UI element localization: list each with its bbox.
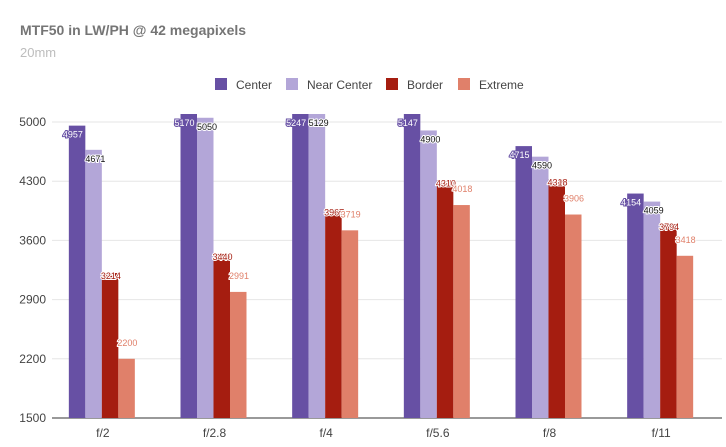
y-tick-label: 2900 <box>19 293 46 307</box>
data-label: 4059 <box>644 206 664 216</box>
legend-label: Center <box>236 78 272 92</box>
x-category-label: f/11 <box>652 426 671 440</box>
bar-near-center <box>420 130 437 418</box>
bar-extreme <box>341 230 359 418</box>
chart-subtitle: 20mm <box>20 45 57 60</box>
x-category-label: f/2 <box>96 426 110 440</box>
x-category-label: f/8 <box>543 426 557 440</box>
bar-border <box>548 179 565 418</box>
y-tick-label: 5000 <box>19 115 46 129</box>
bar-extreme <box>453 205 470 418</box>
data-label: 4900 <box>420 134 440 144</box>
data-labels: 4957 4671 3214 2200 5170 5050 3440 2991 5247 5129… <box>62 117 697 349</box>
legend-label: Near Center <box>307 78 372 92</box>
data-label: 3214 <box>101 271 121 281</box>
bar-near-center <box>197 117 214 419</box>
data-label: 3906 <box>564 194 584 204</box>
data-label: 5170 <box>175 118 195 128</box>
bar-center <box>68 125 86 419</box>
y-tick-label: 2200 <box>19 352 46 366</box>
bar-border <box>436 180 454 418</box>
legend-label: Border <box>407 78 443 92</box>
legend-label: Extreme <box>479 78 524 92</box>
data-label: 5050 <box>197 122 217 132</box>
y-tick-label: 1500 <box>19 411 46 425</box>
bar-extreme <box>676 255 694 418</box>
axes: 1500 2200 2900 3600 4300 5000 f/2 f/2.8 f/4 f/5.6… <box>19 115 671 440</box>
data-label: 5129 <box>309 118 329 128</box>
bar-border <box>101 273 119 418</box>
legend-swatch-center <box>215 78 227 90</box>
x-category-label: f/4 <box>319 426 333 440</box>
bar-near-center <box>85 149 102 418</box>
x-category-label: f/2.8 <box>203 426 227 440</box>
gridlines <box>52 121 722 419</box>
data-label: 3967 <box>324 207 344 217</box>
y-tick-label: 4300 <box>19 174 46 188</box>
bars <box>68 114 694 419</box>
data-label: 4957 <box>63 130 83 140</box>
bar-near-center <box>308 114 326 418</box>
bar-border <box>660 223 677 418</box>
legend: Center Near Center Border Extreme <box>215 78 524 92</box>
legend-swatch-near-center <box>286 78 298 90</box>
data-label: 4590 <box>532 161 552 171</box>
bar-extreme <box>118 358 135 418</box>
bar-border <box>213 253 230 418</box>
data-label: 4318 <box>548 178 568 188</box>
bar-near-center <box>643 201 661 418</box>
bar-center <box>515 146 532 419</box>
legend-swatch-border <box>386 78 398 90</box>
data-label: 3719 <box>341 209 361 219</box>
bar-center <box>180 114 197 418</box>
bar-center <box>403 114 421 418</box>
data-label: 4671 <box>85 154 105 164</box>
legend-swatch-extreme <box>458 78 470 90</box>
bar-near-center <box>532 156 549 418</box>
chart-title: MTF50 in LW/PH @ 42 megapixels <box>20 22 247 38</box>
data-label: 4018 <box>452 184 472 194</box>
y-tick-label: 3600 <box>19 233 46 247</box>
bar-center <box>292 114 309 418</box>
bar-border <box>325 209 342 418</box>
data-label: 2200 <box>117 338 137 348</box>
data-label: 3440 <box>213 252 233 262</box>
data-label: 5247 <box>286 118 306 128</box>
data-label: 3418 <box>676 235 696 245</box>
bar-extreme <box>565 214 582 418</box>
data-label: 4154 <box>621 198 641 208</box>
bar-extreme <box>230 291 247 418</box>
data-label: 2991 <box>229 271 249 281</box>
data-label: 4715 <box>510 150 530 160</box>
data-label: 3794 <box>659 222 679 232</box>
data-label: 4310 <box>436 178 456 188</box>
data-label: 5147 <box>398 118 418 128</box>
bar-center <box>627 193 644 418</box>
x-category-label: f/5.6 <box>426 426 450 440</box>
